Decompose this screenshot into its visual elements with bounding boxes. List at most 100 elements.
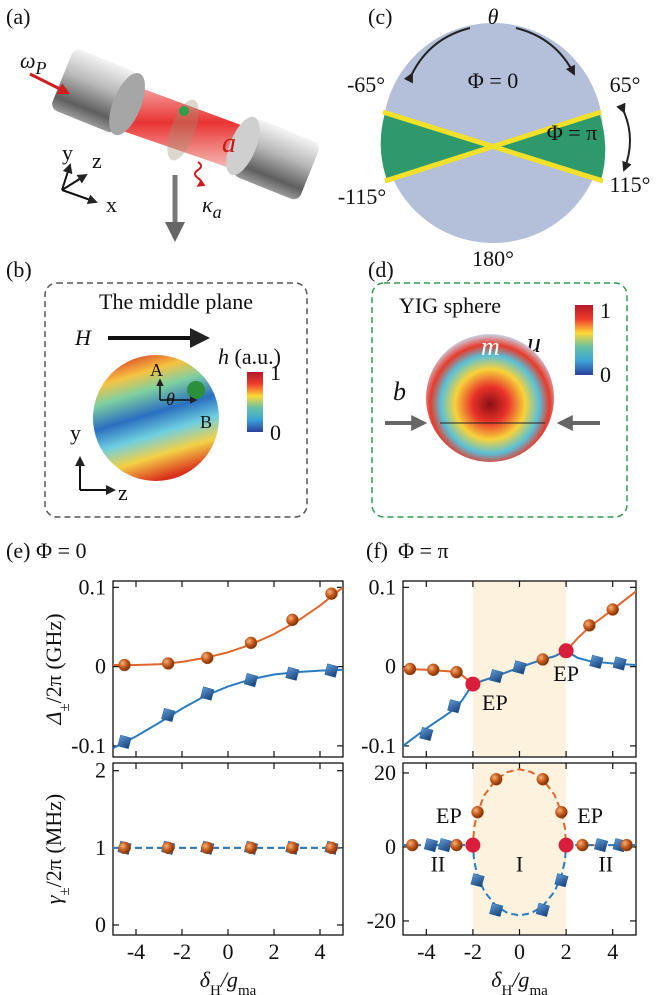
y-tick-label: 0.1 — [369, 574, 397, 599]
x-tick-label: 4 — [607, 939, 618, 964]
exceptional-point — [559, 838, 574, 853]
data-point — [244, 673, 257, 686]
colorbar — [575, 305, 593, 375]
data-point — [326, 588, 338, 600]
data-point — [119, 659, 131, 671]
axis-label: x — [106, 192, 117, 217]
data-point — [472, 806, 484, 818]
data-point — [621, 839, 633, 851]
x-tick-label: -2 — [464, 939, 482, 964]
y-tick-label: -0.1 — [361, 733, 396, 758]
pump-subscript: P — [35, 58, 47, 78]
x-axis-label: δH/gma — [200, 967, 257, 995]
y-tick-label: 0 — [95, 654, 106, 679]
data-point — [451, 666, 463, 678]
data-point — [286, 842, 298, 854]
panel-label: (a) — [6, 4, 30, 29]
angle-tick: -65° — [347, 72, 385, 97]
data-point — [286, 614, 298, 626]
label-subscript: H — [210, 983, 221, 995]
angle-tick: 180° — [472, 246, 514, 271]
panel-label: (c) — [368, 4, 392, 29]
x-axis-label: δH/gma — [491, 967, 548, 995]
label-part: /g — [510, 967, 529, 992]
annotation: EP — [553, 661, 579, 686]
axis-label: z — [118, 480, 128, 505]
data-point — [613, 657, 626, 670]
pump-symbol: ω — [20, 48, 36, 73]
box-title: YIG sphere — [399, 293, 501, 318]
plot-area — [113, 587, 343, 748]
panel-label: (b) — [6, 257, 32, 282]
region-label: Φ = π — [547, 120, 598, 145]
x-tick-label: -4 — [127, 939, 145, 964]
colorbar-tick: 0 — [600, 362, 611, 387]
panel-label: (d) — [368, 257, 394, 282]
panel-label: (e) — [6, 538, 30, 563]
chart-title: Φ = π — [398, 538, 449, 563]
data-point — [490, 773, 502, 785]
annotation: EP — [436, 803, 462, 828]
colorbar-tick: 0 — [270, 420, 281, 445]
loss-label: κa — [202, 192, 222, 222]
colorbar — [247, 372, 263, 432]
y-tick-label: -0.1 — [71, 733, 106, 758]
axis-label: z — [92, 148, 102, 173]
data-point — [201, 652, 213, 664]
data-point — [590, 655, 603, 668]
angle-label: θ — [488, 4, 499, 29]
data-point — [448, 700, 461, 713]
x-tick-label: -2 — [173, 939, 191, 964]
colorbar-tick: 1 — [270, 360, 281, 385]
data-point — [583, 619, 595, 631]
region-label: Φ = 0 — [468, 68, 519, 93]
data-point — [424, 838, 437, 851]
plot-frame — [113, 763, 343, 935]
exceptional-point — [465, 677, 480, 692]
label-subscript: ± — [57, 703, 73, 711]
y-axis-label: Δ±/2π (GHz) — [41, 613, 73, 725]
chart-title: Φ = 0 — [36, 538, 87, 563]
angle-tick: 115° — [610, 172, 651, 197]
exceptional-point — [559, 643, 574, 658]
label-subscript: ± — [57, 887, 73, 895]
angle-tick: 65° — [610, 72, 641, 97]
colorbar-symbol: h — [218, 344, 229, 369]
x-tick-label: 0 — [223, 939, 234, 964]
figure: (a) ωP a κa y z x (c) θ Φ = 0 Φ = π -65°… — [0, 0, 657, 995]
field-label: H — [74, 325, 92, 350]
y-tick-label: 20 — [374, 760, 396, 785]
x-tick-label: 0 — [514, 939, 525, 964]
region-label: II — [431, 851, 446, 876]
pump-label: ωP — [20, 48, 47, 78]
panel-label: (f) — [366, 538, 388, 563]
data-point — [555, 806, 567, 818]
axis-label: y — [70, 420, 81, 445]
annotation: EP — [577, 803, 603, 828]
point-label: A — [150, 360, 163, 380]
y-tick-label: 1 — [95, 835, 106, 860]
curve — [113, 587, 343, 665]
data-point — [201, 842, 213, 854]
data-point — [406, 839, 418, 851]
chart: -0.100.1Φ = 0Δ±/2π (GHz) — [36, 538, 343, 758]
data-point — [245, 842, 257, 854]
data-point — [438, 838, 451, 851]
data-point — [325, 664, 338, 677]
box-title: The middle plane — [99, 289, 253, 314]
label-subscript: ma — [238, 983, 257, 995]
y-axis-label: γ±/2π (MHz) — [41, 794, 73, 905]
data-point — [537, 773, 549, 785]
axis-label: y — [62, 140, 73, 165]
mode-label: m — [481, 332, 500, 361]
data-point — [404, 663, 416, 675]
y-tick-label: -20 — [367, 908, 396, 933]
yig-sphere — [187, 381, 205, 399]
y-tick-label: 0 — [95, 912, 106, 937]
annotation: EP — [482, 690, 508, 715]
drive-label: b — [393, 377, 406, 406]
label-part: /2π (GHz) — [41, 613, 66, 703]
data-point — [537, 653, 549, 665]
x-tick-label: 2 — [561, 939, 572, 964]
